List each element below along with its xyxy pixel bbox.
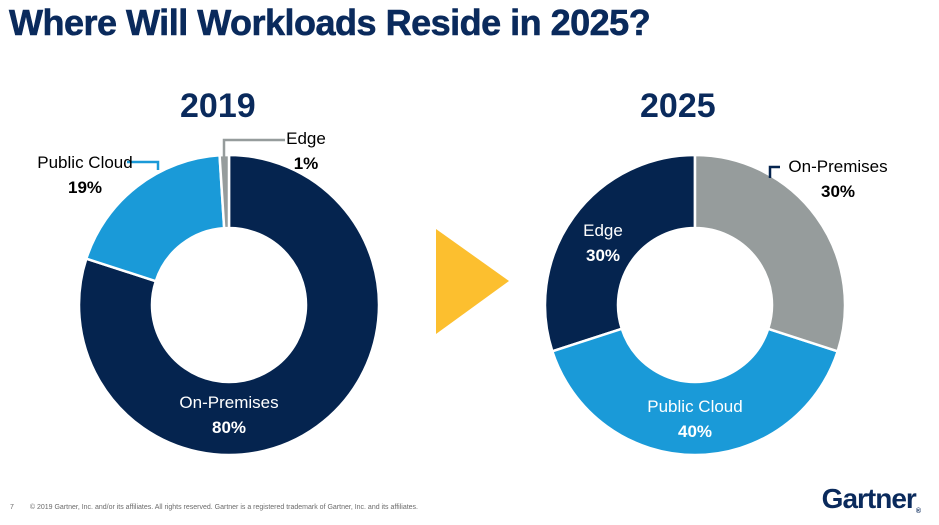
yellow-triangle-arrow-icon — [436, 229, 509, 334]
gartner-logo: Gartner® — [822, 483, 921, 515]
slice-label-2019-on-premises: On-Premises — [179, 393, 278, 412]
slice-2025-public-cloud — [550, 327, 840, 457]
slice-label-2025-on-premises: On-Premises — [788, 157, 887, 176]
slice-value-2025-edge: 30% — [586, 246, 620, 265]
donut-chart-2019: On-Premises 80% Public Cloud 19% Edge 1% — [37, 129, 381, 457]
leader-line-2019-edge — [222, 138, 285, 157]
slice-label-2019-edge: Edge — [286, 129, 326, 148]
page-number: 7 — [10, 504, 14, 511]
slice-2025-on-premises — [543, 153, 697, 353]
leader-line-2025-on-premises — [768, 165, 780, 178]
donut-chart-2025: On-Premises 30% Public Cloud 40% Edge 30% — [543, 153, 888, 457]
logo-text: Gartner — [821, 483, 917, 514]
leader-line-2019-public-cloud — [127, 160, 160, 170]
slice-label-2025-edge: Edge — [583, 221, 623, 240]
slice-value-2025-on-premises: 30% — [821, 182, 855, 201]
footer: 7 © 2019 Gartner, Inc. and/or its affili… — [10, 504, 418, 511]
slice-2025-edge — [693, 153, 847, 353]
slide-title: Where Will Workloads Reside in 2025? — [9, 2, 651, 44]
copyright-text: © 2019 Gartner, Inc. and/or its affiliat… — [29, 504, 418, 511]
chart-title-2025: 2025 — [640, 87, 716, 125]
logo-registered-mark: ® — [915, 508, 921, 515]
slice-value-2019-on-premises: 80% — [212, 418, 246, 437]
slice-2019-on-premises — [77, 153, 381, 457]
slice-value-2019-edge: 1% — [294, 154, 319, 173]
slice-label-2025-public-cloud: Public Cloud — [647, 397, 742, 416]
slice-value-2025-public-cloud: 40% — [678, 422, 712, 441]
slice-2019-edge — [218, 153, 231, 230]
slice-value-2019-public-cloud: 19% — [68, 178, 102, 197]
slice-label-2019-public-cloud: Public Cloud — [37, 153, 132, 172]
slice-2019-public-cloud — [84, 153, 226, 283]
chart-title-2019: 2019 — [180, 87, 256, 125]
